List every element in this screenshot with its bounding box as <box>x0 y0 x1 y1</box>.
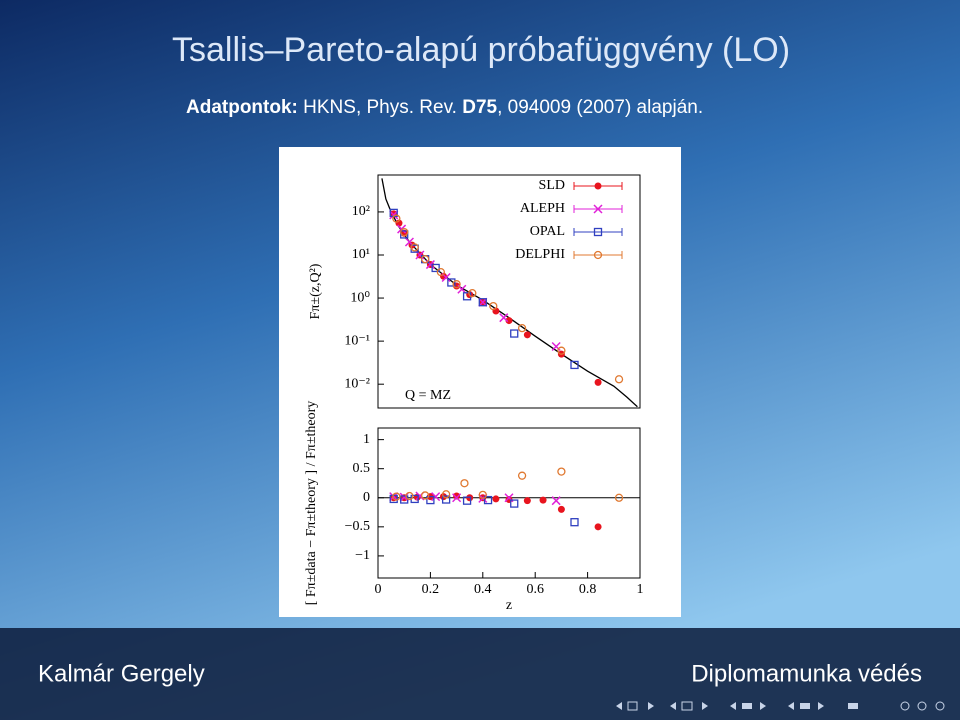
y-tick-label: 0.5 <box>353 461 371 476</box>
data-point <box>510 329 519 338</box>
data-point <box>436 267 446 277</box>
subtitle: Adatpontok: HKNS, Phys. Rev. D75, 094009… <box>186 97 703 118</box>
data-point <box>557 467 566 476</box>
legend-marker <box>593 204 603 214</box>
data-point <box>499 313 509 323</box>
data-point <box>441 490 451 499</box>
data-point <box>421 255 430 264</box>
x-tick-label: 0.2 <box>422 582 440 597</box>
data-point <box>453 492 461 500</box>
data-point <box>594 523 602 531</box>
y-tick-label: 10² <box>352 204 370 219</box>
data-point <box>557 505 565 513</box>
legend-label: ALEPH <box>520 201 565 216</box>
data-point <box>452 280 461 289</box>
data-point <box>478 297 488 307</box>
data-point <box>614 493 624 502</box>
data-point <box>431 263 440 273</box>
data-point <box>468 288 477 298</box>
data-point <box>594 378 602 386</box>
data-point <box>505 317 513 325</box>
y-tick-label: −0.5 <box>345 519 370 534</box>
legend-label: DELPHI <box>515 247 565 262</box>
y-axis-label: [ Fπ±data − Fπ±theory ] / Fπ±theory <box>304 401 319 606</box>
data-point <box>441 495 451 504</box>
x-tick-label: 0.4 <box>474 582 492 597</box>
slide-title: Tsallis–Pareto-alapú próbafüggvény (LO) <box>172 31 790 69</box>
data-point <box>570 518 579 527</box>
plot-frame <box>377 427 641 579</box>
data-point <box>523 331 531 339</box>
data-point <box>389 210 399 220</box>
x-axis-label: z <box>506 598 512 613</box>
figure <box>279 147 681 617</box>
legend-marker <box>594 182 602 190</box>
data-point <box>392 492 401 501</box>
data-point <box>421 491 430 500</box>
subtitle-ref: HKNS, Phys. Rev. <box>303 97 457 118</box>
x-tick-label: 1 <box>637 582 644 597</box>
legend-marker <box>593 250 603 260</box>
data-point <box>483 495 493 505</box>
data-point <box>510 499 519 508</box>
data-point <box>462 496 472 505</box>
data-point <box>517 471 527 480</box>
data-point <box>523 497 531 505</box>
footer-author: Kalmár Gergely <box>38 660 205 687</box>
y-tick-label: 10⁻¹ <box>344 333 370 348</box>
data-point <box>570 360 579 370</box>
legend-marker <box>593 227 603 237</box>
data-point <box>395 219 403 227</box>
data-point <box>389 494 398 504</box>
data-point <box>517 324 527 333</box>
y-tick-label: 10⁻² <box>344 376 370 391</box>
data-point <box>426 495 435 505</box>
y-tick-label: 1 <box>363 432 370 447</box>
nav-icons[interactable] <box>616 701 945 711</box>
data-point <box>431 492 441 502</box>
legend-label: OPAL <box>530 224 565 239</box>
data-point <box>478 490 487 500</box>
footer-event: Diplomamunka védés <box>691 660 922 687</box>
data-point <box>392 214 401 223</box>
annotation: Q = MZ <box>405 388 451 403</box>
data-point <box>614 375 624 384</box>
data-point <box>389 492 399 502</box>
y-tick-label: 10⁰ <box>350 290 370 305</box>
subtitle-label: Adatpontok: <box>186 97 298 118</box>
y-tick-label: 10¹ <box>352 247 370 262</box>
data-point <box>400 230 409 239</box>
plot-frame <box>377 174 641 409</box>
data-point <box>492 495 500 503</box>
y-tick-label: 0 <box>363 490 370 505</box>
y-axis-label: Fπ±(z,Q²) <box>308 263 323 319</box>
data-point <box>489 301 498 311</box>
subtitle-volume: D75 <box>462 97 497 118</box>
data-point <box>447 278 456 287</box>
data-point <box>557 346 566 355</box>
legend-label: SLD <box>539 178 565 193</box>
x-tick-label: 0.6 <box>526 582 544 597</box>
data-point <box>452 493 462 503</box>
data-point <box>539 496 547 504</box>
data-point <box>551 496 561 506</box>
plot: 10⁻² 10⁻¹ 10⁰ 10¹ 10² Fπ±(z,Q²) Q = MZ SLD ALEPH… <box>304 174 644 613</box>
x-tick-label: 0 <box>375 582 382 597</box>
x-tick-label: 0.8 <box>579 582 597 597</box>
data-point <box>478 298 487 307</box>
y-tick-label: −1 <box>355 548 370 563</box>
data-point <box>405 491 414 501</box>
data-point <box>410 243 419 252</box>
subtitle-rest: , 094009 (2007) alapján. <box>497 97 703 118</box>
data-point <box>400 227 409 237</box>
data-point <box>460 479 469 488</box>
